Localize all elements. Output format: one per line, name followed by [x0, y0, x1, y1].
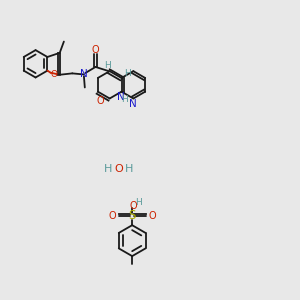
Text: H: H	[135, 197, 142, 206]
Text: H: H	[124, 69, 130, 78]
Text: O: O	[114, 164, 123, 174]
Text: H: H	[104, 61, 111, 70]
Text: O: O	[108, 211, 116, 221]
Text: N: N	[130, 98, 137, 109]
Text: O: O	[51, 70, 58, 79]
Text: S: S	[128, 209, 136, 222]
Text: H: H	[121, 95, 128, 104]
Text: O: O	[130, 201, 137, 211]
Text: H: H	[104, 164, 112, 174]
Text: H: H	[125, 164, 134, 174]
Text: N: N	[117, 92, 125, 102]
Text: O: O	[92, 45, 99, 55]
Text: O: O	[148, 211, 156, 221]
Text: N: N	[80, 69, 88, 79]
Text: O: O	[97, 96, 104, 106]
